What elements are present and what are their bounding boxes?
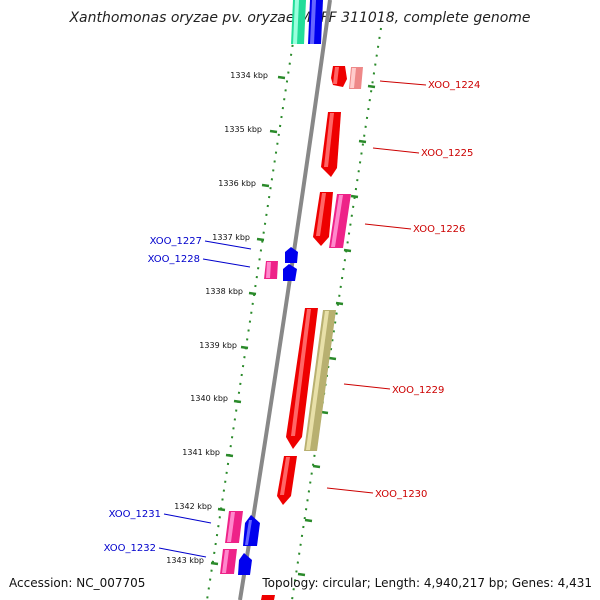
kbp-tick: [233, 399, 242, 404]
kbp-tick: [261, 183, 270, 188]
gene-labels-left: XOO_1227 XOO_1228 XOO_1231 XOO_1232: [104, 236, 202, 554]
track-tick: [328, 356, 337, 361]
gene-feature-red-highlight: [333, 67, 339, 84]
gene-feature-red-highlight: [291, 309, 311, 436]
kbp-label: 1341 kbp: [182, 448, 220, 457]
track-tick: [312, 464, 321, 469]
track-tick: [343, 248, 352, 253]
kbp-label: 1339 kbp: [199, 341, 237, 350]
gene-feature-blue-arrow[interactable]: [238, 553, 252, 575]
accession-text: Accession: NC_007705: [9, 576, 145, 590]
kbp-ticks: [210, 75, 286, 566]
gene-label[interactable]: XOO_1232: [104, 543, 156, 554]
gene-label[interactable]: XOO_1228: [148, 254, 200, 265]
kbp-labels: 1334 kbp 1335 kbp 1336 kbp 1337 kbp 1338…: [166, 71, 268, 565]
kbp-tick: [248, 291, 257, 296]
gene-feature-red-partial[interactable]: [261, 595, 275, 600]
gene-label[interactable]: XOO_1231: [109, 509, 161, 520]
leader-line: [202, 258, 251, 268]
leader-line: [163, 513, 212, 524]
gene-label[interactable]: XOO_1225: [421, 148, 473, 159]
leader-lines: [158, 80, 427, 558]
kbp-label: 1343 kbp: [166, 556, 204, 565]
gene-labels-right: XOO_1224 XOO_1225 XOO_1226 XOO_1229 XOO_…: [375, 80, 480, 500]
track-tick: [335, 301, 344, 306]
track-tick: [350, 194, 359, 199]
kbp-label: 1338 kbp: [205, 287, 243, 296]
kbp-tick: [240, 345, 249, 350]
gene-feature-blue-arrow[interactable]: [283, 264, 297, 281]
right-track-ticks: [297, 84, 376, 577]
leader-line: [204, 240, 252, 250]
gene-feature-olive-highlight: [306, 311, 329, 450]
leader-line: [364, 223, 412, 230]
kbp-label: 1336 kbp: [218, 179, 256, 188]
outer-dotted-tracks: [206, 27, 382, 600]
leader-line: [158, 547, 207, 558]
gene-feature-red-highlight: [324, 113, 334, 167]
gene-feature-salmon-highlight: [350, 68, 356, 88]
track-tick: [367, 84, 376, 89]
gene-feature-pink-highlight: [266, 262, 271, 278]
gene-feature-blue-arrow[interactable]: [243, 515, 260, 546]
genome-summary-text: Topology: circular; Length: 4,940,217 bp…: [261, 576, 592, 590]
kbp-tick: [269, 129, 278, 134]
gene-label[interactable]: XOO_1229: [392, 385, 444, 396]
gene-label[interactable]: XOO_1226: [413, 224, 465, 235]
kbp-label: 1335 kbp: [224, 125, 262, 134]
gene-label[interactable]: XOO_1224: [428, 80, 480, 91]
genome-backbone: [238, 0, 332, 600]
kbp-tick: [217, 507, 226, 512]
kbp-tick: [277, 75, 286, 80]
track-tick: [297, 572, 306, 577]
gene-feature-red-highlight: [316, 193, 326, 236]
kbp-label: 1340 kbp: [190, 394, 228, 403]
leader-line: [326, 487, 374, 494]
gene-feature-blue-highlight: [245, 520, 252, 545]
gene-label[interactable]: XOO_1227: [150, 236, 202, 247]
track-tick: [304, 518, 313, 523]
kbp-tick: [210, 561, 219, 566]
gene-feature-pink-small[interactable]: [264, 261, 278, 279]
kbp-tick: [256, 237, 265, 242]
dotted-track-left: [206, 35, 295, 600]
leader-line: [372, 147, 420, 154]
gene-feature-blue-highlight: [310, 0, 316, 44]
kbp-label: 1342 kbp: [174, 502, 212, 511]
gene-features: [220, 0, 363, 600]
kbp-label: 1334 kbp: [230, 71, 268, 80]
dotted-track-right: [291, 27, 382, 600]
leader-line: [379, 80, 427, 86]
track-tick: [358, 139, 367, 144]
gene-feature-blue-arrow[interactable]: [285, 247, 298, 263]
gene-feature-teal-highlight: [293, 0, 299, 44]
gene-label[interactable]: XOO_1230: [375, 489, 427, 500]
kbp-tick: [225, 453, 234, 458]
leader-line: [343, 383, 391, 390]
gene-feature-red-highlight: [280, 457, 290, 495]
gene-feature-pink-highlight: [331, 195, 343, 247]
gene-feature-pink-highlight: [222, 550, 229, 573]
kbp-label: 1337 kbp: [212, 233, 250, 242]
gene-feature-pink-highlight: [227, 512, 235, 542]
